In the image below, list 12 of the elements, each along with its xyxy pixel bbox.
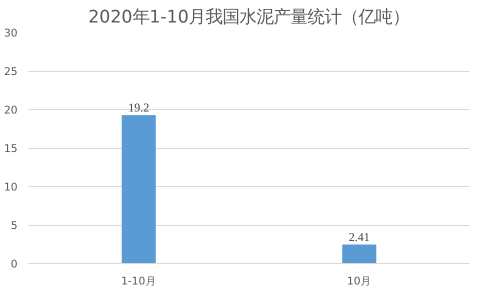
y-tick-label: 0	[10, 258, 18, 270]
data-label: 19.2	[128, 100, 150, 115]
y-tick-label: 10	[4, 180, 18, 194]
y-tick-label: 25	[4, 65, 18, 78]
y-tick-label: 20	[4, 104, 18, 116]
chart-title: 2020年1-10月我国水泥产量统计（亿吨）	[88, 8, 410, 28]
x-tick-label: 10月	[346, 274, 372, 288]
y-tick-label: 15	[4, 142, 18, 155]
data-label: 2.41	[348, 230, 370, 244]
y-tick-label: 30	[4, 26, 18, 40]
x-tick-label: 1-10月	[121, 274, 156, 288]
y-tick-label: 5	[10, 219, 18, 232]
